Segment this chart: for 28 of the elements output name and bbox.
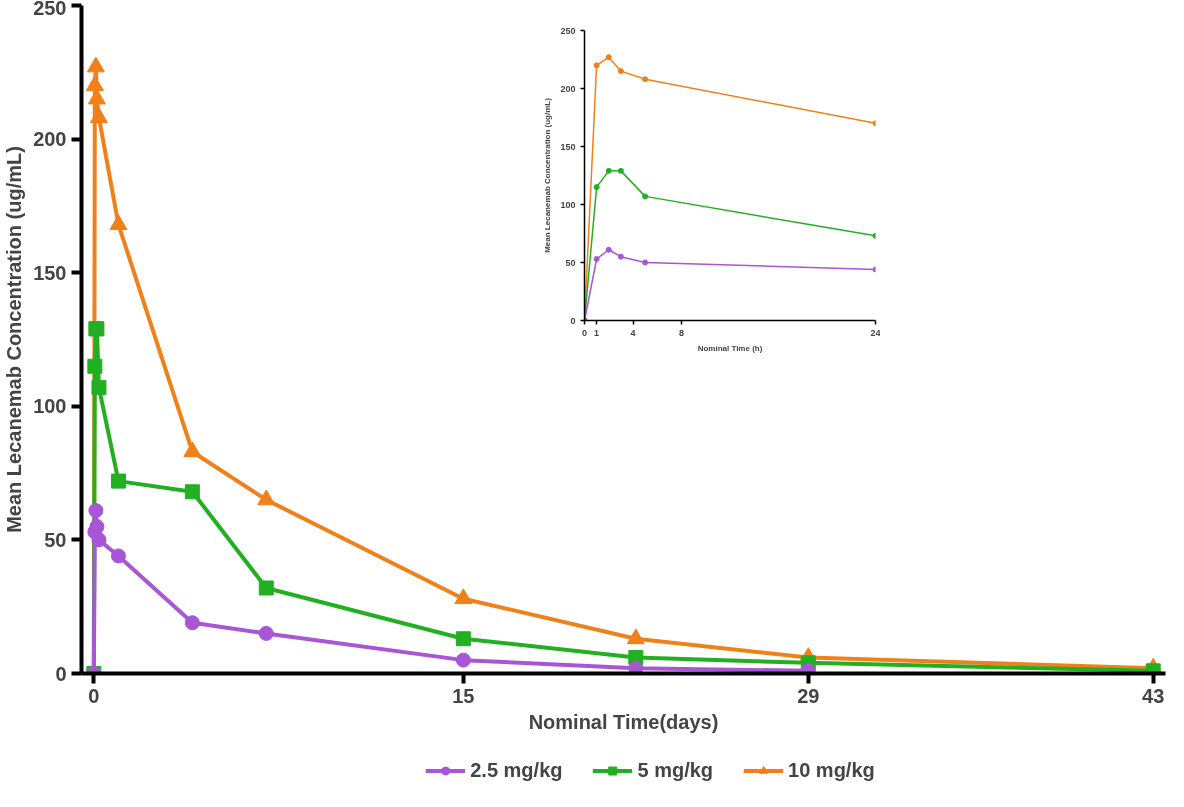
- y-tick-label: 250: [560, 25, 576, 36]
- x-axis-title: Nominal Time (h): [697, 343, 763, 353]
- y-tick-label: 250: [33, 0, 67, 19]
- y-tick-label: 100: [560, 199, 576, 210]
- legend-label: 5 mg/kg: [637, 758, 714, 782]
- y-tick-label: 200: [560, 83, 576, 94]
- x-axis-title: Nominal Time(days): [528, 710, 719, 733]
- y-tick-label: 50: [565, 257, 576, 268]
- x-tick-label: 8: [679, 327, 685, 338]
- y-tick-label: 200: [33, 128, 67, 151]
- x-tick-label: 43: [1142, 684, 1165, 707]
- x-tick-label: 24: [870, 327, 881, 338]
- legend-label: 10 mg/kg: [788, 758, 875, 782]
- y-tick-label: 0: [55, 662, 67, 685]
- x-tick-label: 0: [582, 327, 588, 338]
- legend-label: 2.5 mg/kg: [470, 758, 563, 782]
- y-axis-title: Mean Lecanemab Concentration (ug/mL): [543, 97, 553, 253]
- x-tick-label: 29: [797, 684, 820, 707]
- x-tick-label: 4: [630, 327, 636, 338]
- x-tick-label: 1: [594, 327, 600, 338]
- y-tick-label: 150: [560, 141, 576, 152]
- y-tick-label: 50: [44, 528, 67, 551]
- y-axis-title: Mean Lecanemab Concentration (ug/mL): [3, 146, 26, 533]
- x-tick-label: 15: [452, 684, 475, 707]
- y-tick-label: 100: [33, 395, 67, 418]
- y-tick-label: 0: [570, 315, 576, 326]
- x-tick-label: 0: [88, 684, 100, 707]
- y-tick-label: 150: [33, 261, 67, 284]
